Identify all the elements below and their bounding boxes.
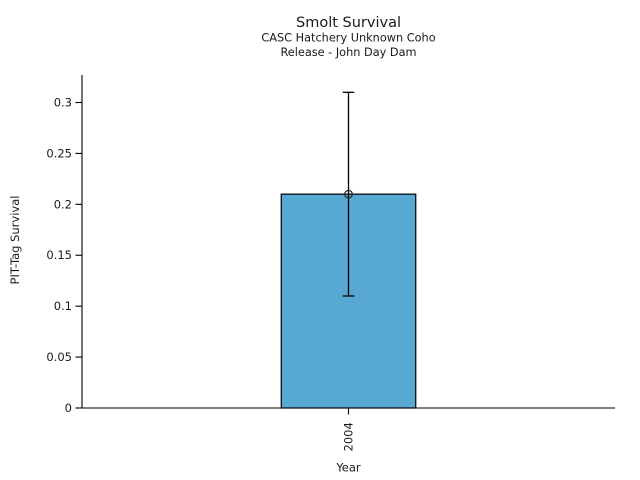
x-tick-label: 2004 [342, 422, 356, 451]
chart-subtitle-line2: Release - John Day Dam [280, 46, 416, 59]
data-point-marker [344, 189, 353, 199]
chart-title: Smolt Survival [296, 15, 401, 31]
y-tick-label: 0.1 [54, 299, 72, 313]
y-tick-label: 0.2 [54, 197, 72, 211]
y-tick-label: 0.25 [46, 146, 72, 160]
x-axis-title: Year [335, 461, 361, 475]
y-tick-label: 0.15 [46, 248, 72, 262]
chart-subtitle-line1: CASC Hatchery Unknown Coho [261, 32, 435, 45]
y-tick-label: 0 [65, 401, 72, 415]
y-axis-title: PIT-Tag Survival [8, 196, 22, 285]
y-tick-label: 0.05 [46, 350, 72, 364]
y-tick-label: 0.3 [54, 95, 72, 109]
plot-area: 0 0.05 0.1 0.15 0.2 0.25 0.3 2004 [46, 91, 417, 452]
